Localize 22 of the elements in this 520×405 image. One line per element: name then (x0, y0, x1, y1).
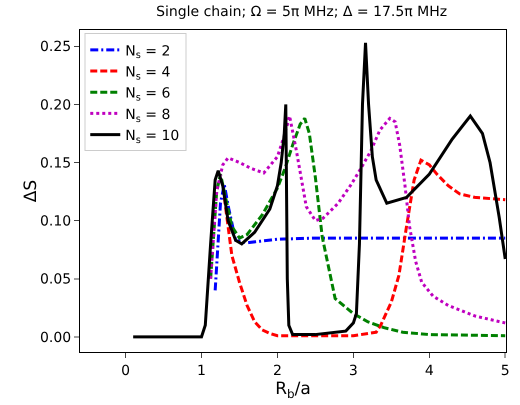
y-tick-label: 0.15 (40, 155, 72, 172)
line-series (222, 158, 506, 338)
x-tick-label: 4 (424, 362, 434, 379)
x-tick-label: 3 (348, 362, 358, 379)
chart-title: Single chain; Ω = 5π MHz; Δ = 17.5π MHz (156, 4, 448, 20)
legend-label: N$_{s}$ = 2 (125, 43, 170, 62)
y-axis-title: ΔS (21, 180, 41, 202)
legend-label: N$_{s}$ = 10 (125, 128, 180, 146)
y-tick-label: 0.20 (40, 97, 72, 114)
legend-label: N$_{s}$ = 6 (125, 86, 170, 104)
legend-label: N$_{s}$ = 4 (125, 64, 170, 82)
x-tick-label: 1 (197, 362, 206, 379)
y-tick-label: 0.10 (40, 214, 72, 230)
y-tick-label: 0.00 (40, 330, 72, 346)
legend-label: N$_{s}$ = 8 (125, 106, 170, 125)
x-axis-title: R$_{b}$/a (275, 379, 311, 401)
y-tick-label: 0.25 (40, 39, 72, 56)
x-tick-label: 0 (121, 362, 130, 379)
x-tick-label: 2 (272, 362, 282, 379)
y-tick-label: 0.05 (40, 272, 72, 288)
x-tick-label: 5 (500, 362, 510, 379)
line-series (214, 183, 506, 292)
